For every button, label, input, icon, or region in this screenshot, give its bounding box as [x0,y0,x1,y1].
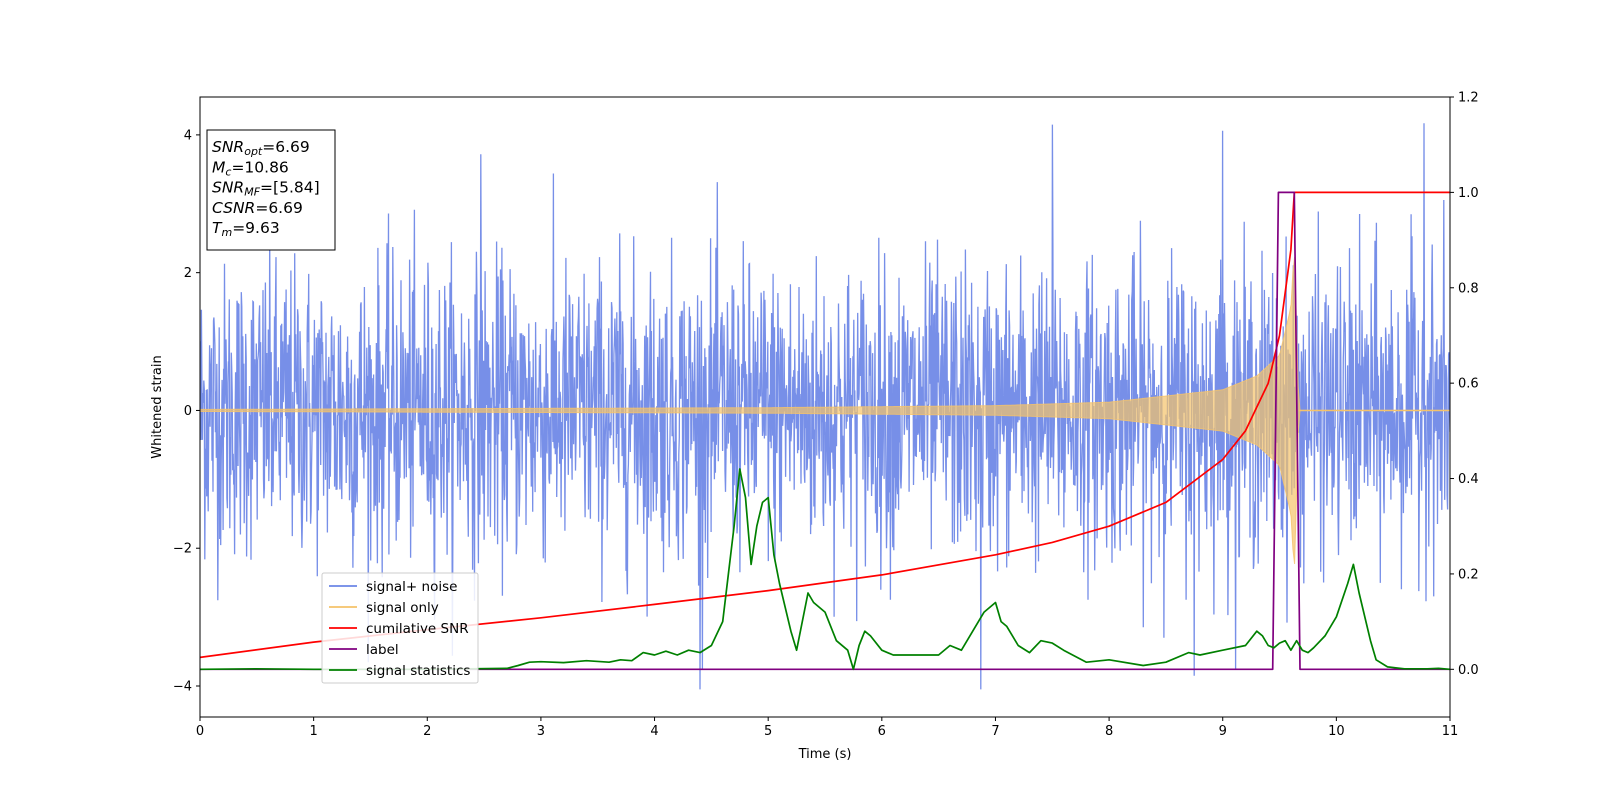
annotation-line: SNRopt=6.69 [212,138,310,158]
legend: signal+ noise signal only cumilative SNR la… [321,572,479,684]
x-tick-label: 7 [991,724,999,739]
annotation-line: CSNR=6.69 [212,199,303,217]
plot-frame [199,96,1451,718]
y2-tick-label: 1.0 [1458,186,1479,201]
legend-label-signal-statistics: signal statistics [366,663,470,679]
x-tick-label: 9 [1219,724,1227,739]
x-tick-label: 4 [650,724,658,739]
x-tick-label: 2 [423,724,431,739]
y2-tick-label: 0.8 [1458,281,1479,296]
y-tick-label: −2 [173,542,192,557]
y-tick-label: 0 [184,404,192,419]
legend-label-cumilative-snr: cumilative SNR [366,621,469,637]
annotation-line: SNRMF=[5.84] [212,179,320,199]
y2-tick-label: 0.4 [1458,472,1479,487]
legend-label-signal-only: signal only [366,600,439,616]
y2-tick-label: 0.6 [1458,377,1479,392]
x-tick-label: 10 [1328,724,1345,739]
series-signal-statistics [200,468,1450,671]
x-axis-label: Time (s) [798,747,852,762]
y-tick-label: 4 [184,128,192,143]
y2-tick-label: 1.2 [1458,91,1479,106]
series-layer [200,123,1450,690]
x-tick-label: 11 [1442,724,1459,739]
y-tick-label: 2 [184,266,192,281]
y2-tick-label: 0.0 [1458,663,1479,678]
series-label [200,191,1450,671]
legend-label-label: label [366,642,399,658]
annotation-frame [206,129,336,251]
x-tick-label: 1 [309,724,317,739]
series-cumilative-snr [200,191,1450,659]
legend-label-signal-noise: signal+ noise [366,579,457,595]
annotation-line: Tm=9.63 [212,219,280,239]
axes-layer: 0 1 2 3 4 5 6 7 8 9 10 11 −4 −2 0 2 4 0.0 0.2 0.4 0.6 0.8 1.0 1… [173,91,1479,740]
y-axis-label: Whitened strain [150,355,165,458]
y-tick-label: −4 [173,680,192,695]
x-tick-label: 3 [537,724,545,739]
x-tick-label: 6 [878,724,886,739]
x-tick-label: 0 [196,724,204,739]
y2-tick-label: 0.2 [1458,567,1479,582]
x-tick-label: 5 [764,724,772,739]
legend-frame [321,572,479,684]
annotation-line: Mc=10.86 [212,158,289,178]
annotation-box: SNRopt=6.69Mc=10.86SNRMF=[5.84]CSNR=6.69… [206,129,336,251]
x-tick-label: 8 [1105,724,1113,739]
